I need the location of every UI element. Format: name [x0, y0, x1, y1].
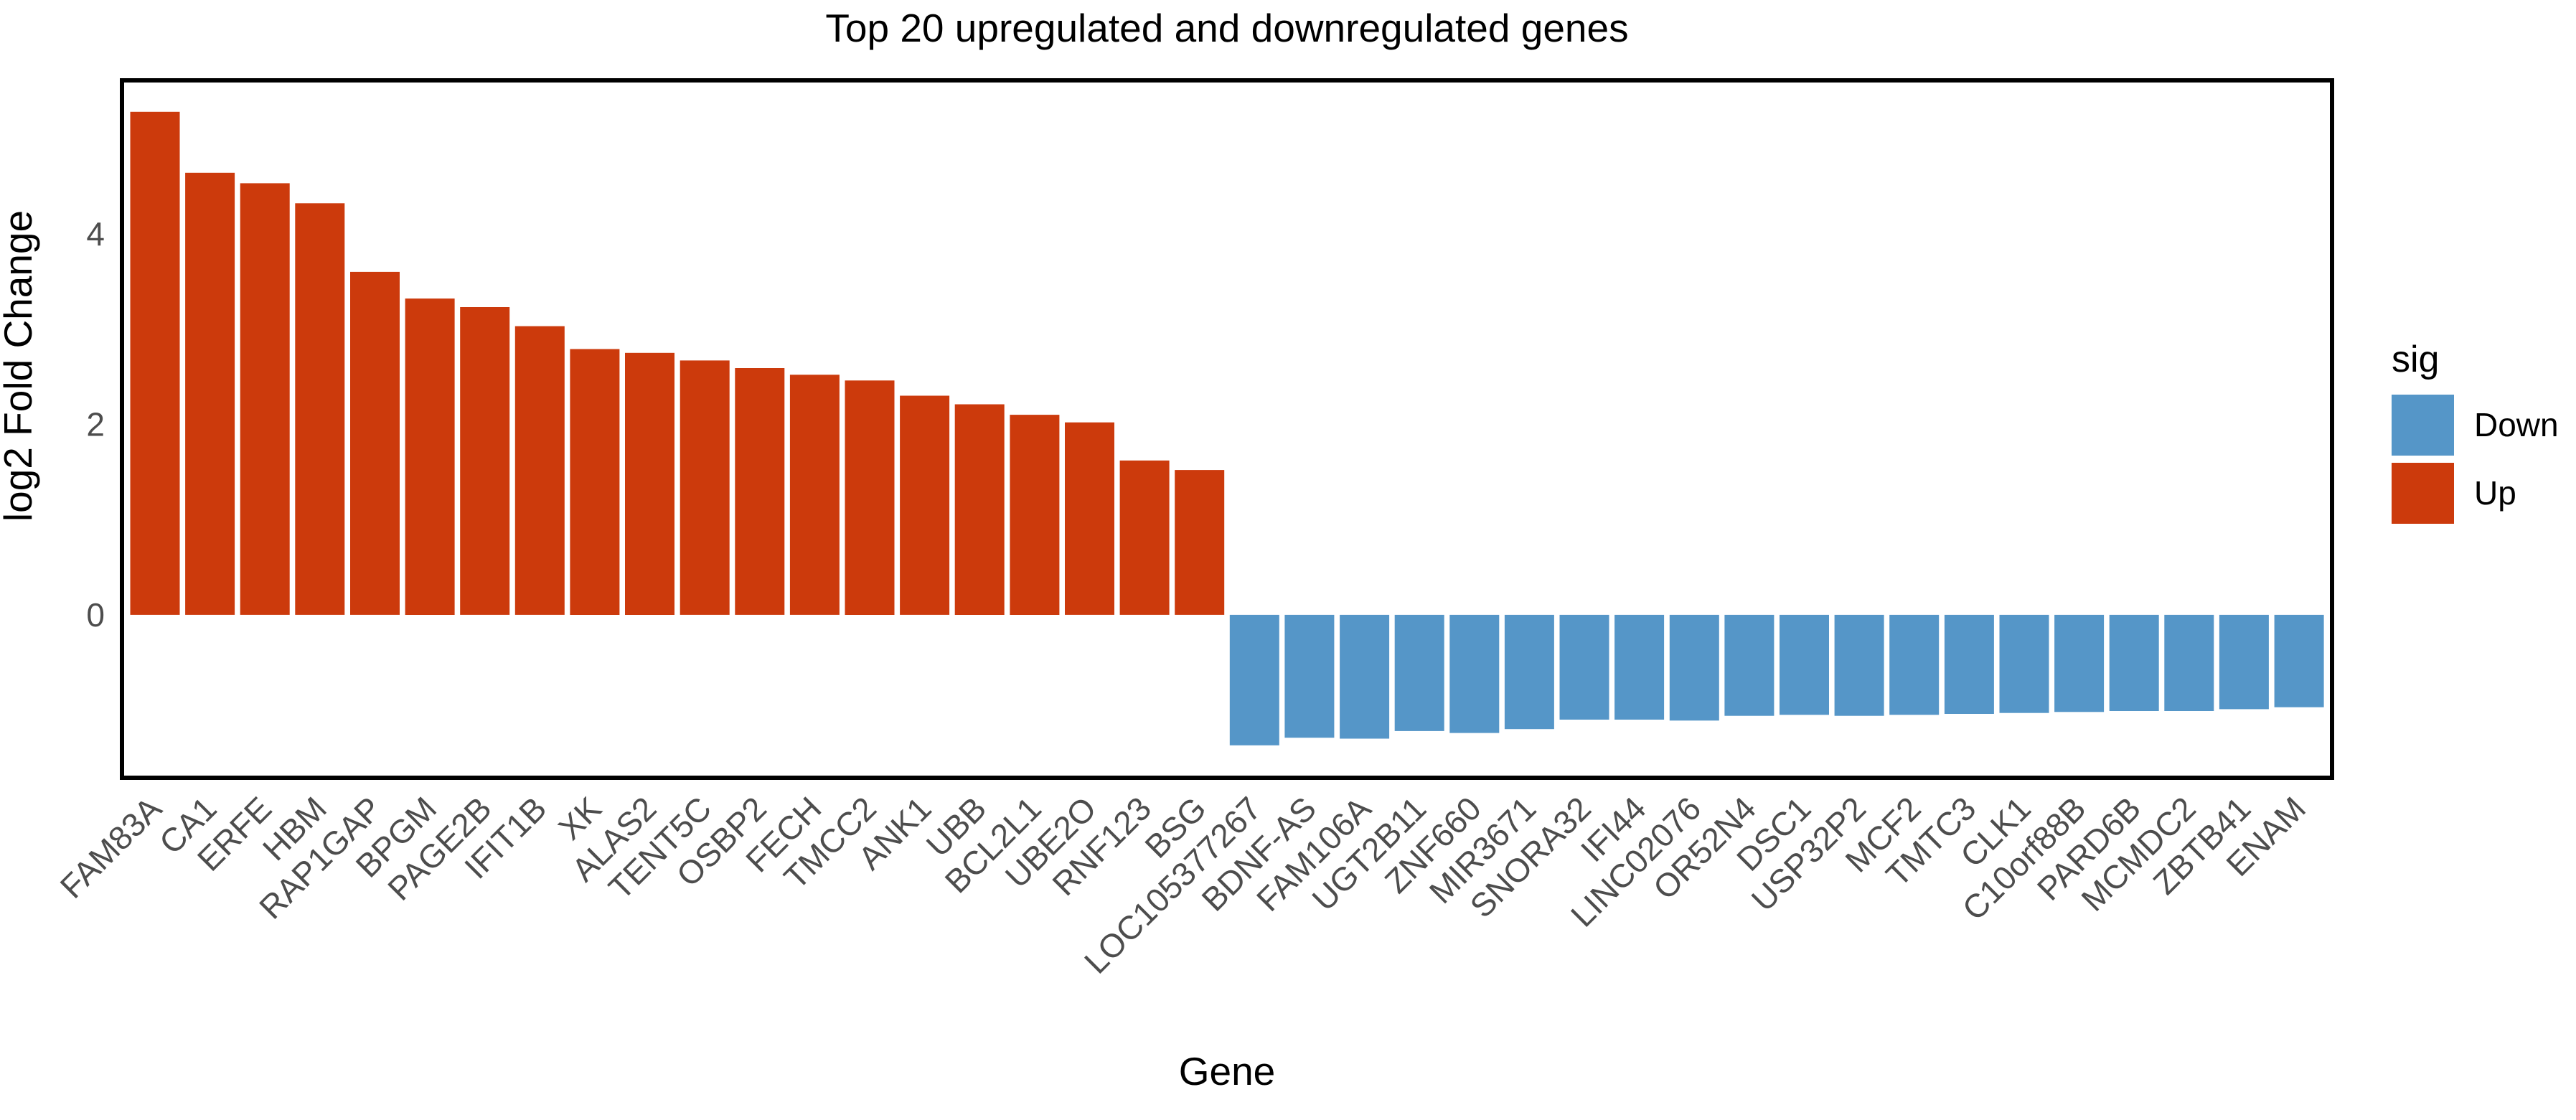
bar-BDNF-AS [1284, 614, 1335, 738]
bar-FECH [789, 375, 840, 615]
bar-MCMDC2 [2164, 614, 2214, 711]
bar-UGT2B11 [1394, 614, 1444, 731]
legend-key-down [2392, 395, 2454, 456]
bar-CLK1 [1999, 614, 2049, 713]
bar-ALAS2 [625, 352, 674, 615]
bar-UBE2O [1065, 422, 1114, 615]
bar-CA1 [185, 172, 235, 615]
bar-PAGE2B [460, 307, 510, 615]
legend-title: sig [2392, 339, 2439, 380]
legend: sig Down Up [2392, 339, 2559, 524]
bar-IFI44 [1614, 614, 1665, 720]
bar-RNF123 [1119, 460, 1170, 615]
bar-HBM [295, 203, 345, 615]
legend-key-up [2392, 463, 2454, 524]
bar-UBB [954, 404, 1005, 615]
x-tick-label-FAM83A: FAM83A [53, 789, 169, 905]
legend-label-down: Down [2474, 406, 2559, 443]
bar-OSBP2 [735, 368, 785, 615]
bars-group [130, 111, 2324, 745]
y-axis-title: log2 Fold Change [0, 210, 40, 522]
legend-label-up: Up [2474, 474, 2516, 512]
bar-ANK1 [900, 395, 950, 615]
y-axis-tick-labels: 0 2 4 [86, 215, 105, 634]
bar-SNORA32 [1559, 614, 1609, 720]
bar-ZNF660 [1449, 614, 1500, 733]
bar-TMCC2 [845, 380, 895, 615]
x-axis-title: Gene [1179, 1049, 1276, 1093]
bar-TENT5C [680, 360, 730, 615]
bar-TMTC3 [1944, 614, 1994, 714]
plot-panel-border [120, 78, 2334, 780]
bar-DSC1 [1780, 614, 1829, 715]
bar-RAP1GAP [350, 271, 400, 615]
y-tick-label-4: 4 [86, 215, 105, 253]
bar-FAM83A [130, 111, 180, 615]
bar-XK [570, 349, 620, 615]
y-tick-label-0: 0 [86, 596, 105, 634]
x-axis-tick-labels: FAM83ACA1ERFEHBMRAP1GAPBPGMPAGE2BIFIT1BX… [53, 789, 2313, 981]
bar-FAM106A [1340, 614, 1390, 739]
bar-OR52N4 [1724, 614, 1774, 716]
bar-ZBTB41 [2219, 614, 2269, 710]
bar-USP32P2 [1834, 614, 1884, 716]
bar-BSG [1175, 470, 1225, 615]
bar-ERFE [240, 183, 290, 615]
bar-C10orf88B [2054, 614, 2105, 712]
plot-title: Top 20 upregulated and downregulated gen… [825, 6, 1628, 50]
bar-MCF2 [1889, 614, 1940, 715]
bar-LINC02076 [1669, 614, 1719, 721]
bar-ENAM [2274, 614, 2324, 707]
bar-BCL2L1 [1010, 415, 1060, 615]
bar-BPGM [405, 298, 455, 615]
bar-MIR3671 [1504, 614, 1554, 730]
bar-PARD6B [2109, 614, 2159, 711]
bar-LOC105377267 [1229, 614, 1279, 745]
y-tick-label-2: 2 [86, 405, 105, 443]
bar-IFIT1B [514, 326, 565, 615]
